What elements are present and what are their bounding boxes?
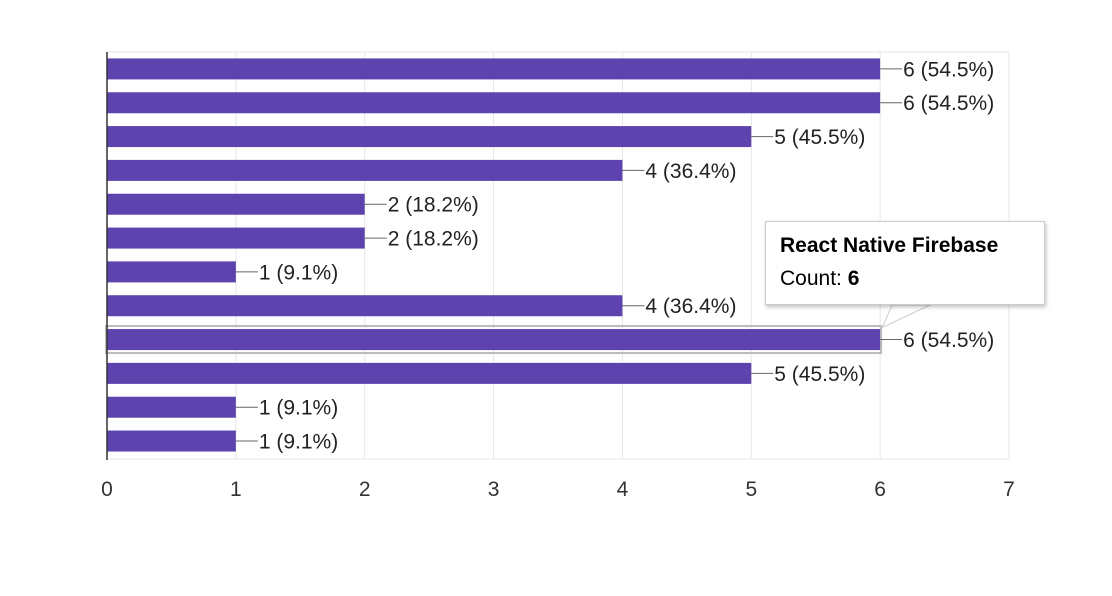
chart-tooltip: React Native Firebase Count: 6 xyxy=(765,221,1045,305)
bar-0 xyxy=(107,58,881,80)
x-tick-label-0: 0 xyxy=(101,478,113,501)
tooltip-count-value: 6 xyxy=(847,267,860,290)
bar-7 xyxy=(107,295,623,317)
data-label-11: 1 (9.1%) xyxy=(259,431,338,454)
data-label-10: 1 (9.1%) xyxy=(259,397,338,420)
data-label-4: 2 (18.2%) xyxy=(388,194,479,217)
data-label-3: 4 (36.4%) xyxy=(645,160,736,183)
bar-6 xyxy=(107,261,236,283)
x-tick-label-1: 1 xyxy=(230,478,242,501)
bar-9 xyxy=(107,362,752,384)
x-tick-label-4: 4 xyxy=(617,478,629,501)
bar-4 xyxy=(107,193,365,215)
data-label-5: 2 (18.2%) xyxy=(388,228,479,251)
tooltip-pointer xyxy=(881,304,931,329)
x-tick-label-2: 2 xyxy=(359,478,371,501)
data-label-1: 6 (54.5%) xyxy=(903,92,994,115)
data-label-0: 6 (54.5%) xyxy=(903,58,994,81)
bar-1 xyxy=(107,92,881,114)
tooltip-title: React Native Firebase xyxy=(780,234,999,257)
data-label-6: 1 (9.1%) xyxy=(259,261,338,284)
data-label-2: 5 (45.5%) xyxy=(774,126,865,149)
tooltip-count: Count: 6 xyxy=(780,267,1030,291)
x-tick-label-5: 5 xyxy=(745,478,757,501)
bar-11 xyxy=(107,430,236,452)
bar-8 xyxy=(107,329,881,351)
tooltip-count-label: Count: xyxy=(780,267,848,290)
data-label-9: 5 (45.5%) xyxy=(774,363,865,386)
bar-3 xyxy=(107,159,623,181)
bar-2 xyxy=(107,126,752,148)
bar-10 xyxy=(107,396,236,418)
data-label-8: 6 (54.5%) xyxy=(903,329,994,352)
x-tick-label-7: 7 xyxy=(1003,478,1015,501)
x-tick-label-6: 6 xyxy=(874,478,886,501)
x-tick-label-3: 3 xyxy=(488,478,500,501)
data-label-7: 4 (36.4%) xyxy=(645,295,736,318)
bar-5 xyxy=(107,227,365,249)
